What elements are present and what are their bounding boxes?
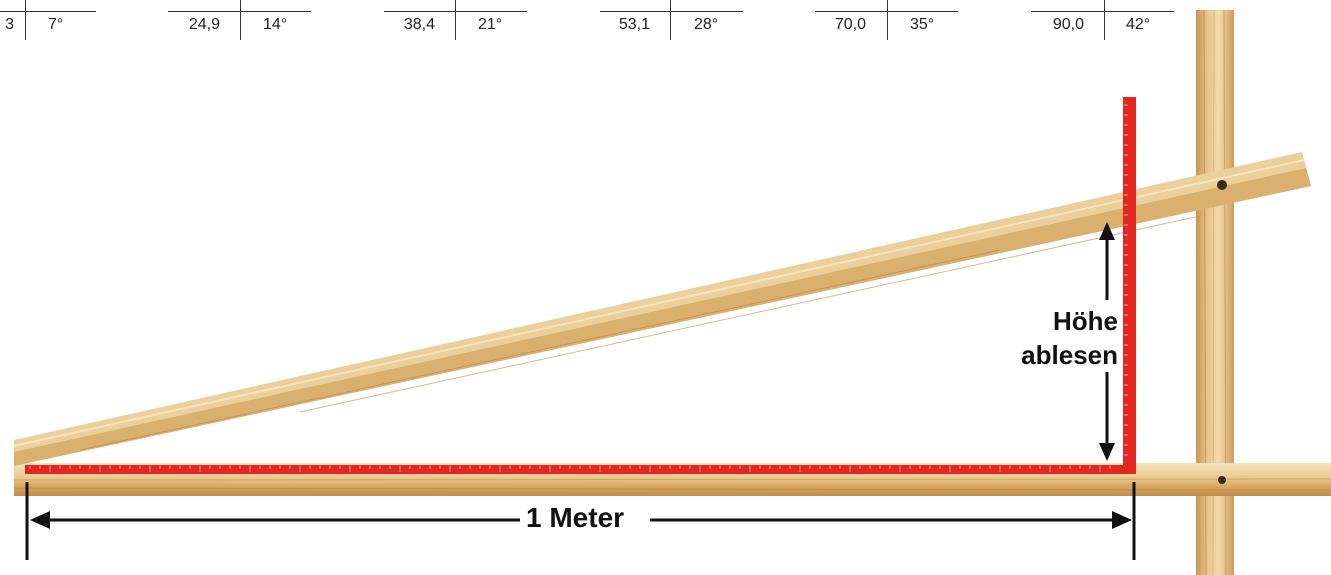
slanted-board [13, 152, 1311, 466]
table-value: 90,0 [1052, 16, 1084, 33]
width-label: 1 Meter [522, 501, 629, 535]
table-angle: 42° [1126, 16, 1151, 33]
height-label: Höhe ablesen [1000, 304, 1118, 372]
table-angle: 14° [263, 16, 288, 33]
width-dimension [25, 482, 1136, 560]
red-ruler [25, 97, 1136, 474]
table-value: 38,4 [403, 16, 435, 33]
height-arrow [1099, 222, 1115, 461]
table-value: 24,9 [188, 16, 220, 33]
table-value: 70,0 [834, 16, 866, 33]
height-label-line1: Höhe [1053, 306, 1118, 336]
table-angle: 7° [48, 16, 64, 33]
height-label-line2: ablesen [1021, 340, 1118, 370]
screw-icon [1217, 180, 1227, 190]
table-value: 53,1 [618, 16, 650, 33]
table-angle: 35° [910, 16, 935, 33]
table-angle: 21° [478, 16, 503, 33]
table-angle: 28° [694, 16, 719, 33]
screw-icon [1218, 476, 1226, 484]
table-value: 3 [5, 16, 14, 33]
